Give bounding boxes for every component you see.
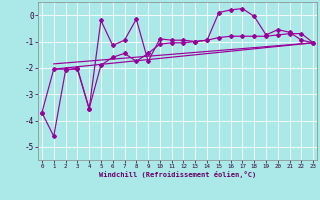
- X-axis label: Windchill (Refroidissement éolien,°C): Windchill (Refroidissement éolien,°C): [99, 171, 256, 178]
